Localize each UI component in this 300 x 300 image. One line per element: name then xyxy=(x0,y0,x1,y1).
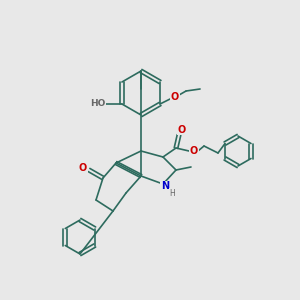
Text: O: O xyxy=(79,163,87,173)
Text: H: H xyxy=(169,188,175,197)
Text: O: O xyxy=(178,125,186,135)
Text: O: O xyxy=(190,146,198,156)
Text: N: N xyxy=(161,181,169,191)
Text: O: O xyxy=(171,92,179,102)
Text: HO: HO xyxy=(90,100,106,109)
